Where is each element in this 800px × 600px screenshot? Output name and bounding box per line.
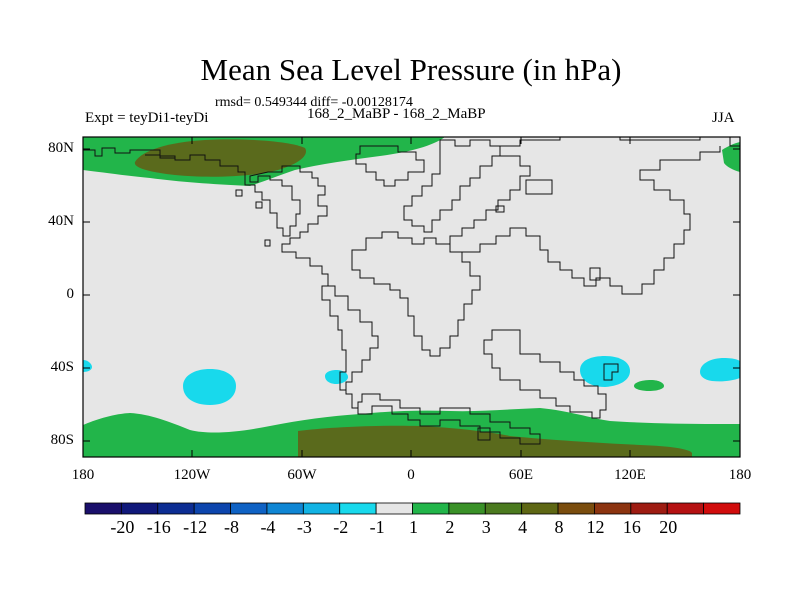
colorbar-label: 20 <box>659 517 678 537</box>
negative-anomaly-pacific <box>183 369 236 405</box>
colorbar-swatch <box>375 502 413 515</box>
anomaly-region-north-strong <box>134 139 307 177</box>
colorbar-label: 4 <box>518 517 528 537</box>
lat-tick-label: 40S <box>50 359 74 375</box>
stats-line: rmsd= 0.549344 diff= -0.00128174 <box>215 95 413 110</box>
positive-anomaly-south-indian <box>634 380 664 391</box>
colorbar-label: 16 <box>622 517 641 537</box>
colorbar-label: 12 <box>586 517 605 537</box>
negative-anomaly-east-pacific <box>700 358 740 382</box>
axis-ticks <box>83 137 740 457</box>
lat-tick-label: 0 <box>66 286 75 302</box>
anomaly-region-south-strong <box>298 425 692 457</box>
lon-tick-label: 120W <box>173 467 211 483</box>
colorbar-swatch <box>120 502 159 515</box>
map-plot-area <box>83 137 740 457</box>
lon-tick-label: 180 <box>71 467 95 483</box>
colorbar-label: -4 <box>260 517 276 537</box>
colorbar-label: 8 <box>554 517 564 537</box>
colorbar-label: -20 <box>110 517 135 537</box>
colorbar-swatch <box>557 502 595 515</box>
colorbar-swatch <box>594 502 632 515</box>
colorbar-label: -2 <box>333 517 349 537</box>
colorbar-swatch <box>266 502 304 515</box>
colorbar-label: -1 <box>369 517 385 537</box>
negative-anomaly-indian <box>580 356 630 387</box>
colorbar-label: -3 <box>296 517 312 537</box>
colorbar-swatch <box>339 502 377 515</box>
lon-tick-label: 0 <box>407 467 415 483</box>
lat-tick-label: 40N <box>48 213 74 229</box>
map-background <box>83 137 740 457</box>
colorbar-label: -16 <box>146 517 171 537</box>
colorbar-label: 2 <box>445 517 455 537</box>
colorbar-swatch <box>666 502 705 515</box>
colorbar-swatch <box>630 502 668 515</box>
season-label: JJA <box>712 110 735 126</box>
plot-title: Mean Sea Level Pressure (in hPa) <box>200 52 622 87</box>
colorbar-swatch <box>230 502 268 515</box>
case-label: 168_2_MaBP - 168_2_MaBP <box>307 106 486 122</box>
lat-tick-label: 80S <box>50 432 74 448</box>
colorbar-label: 1 <box>409 517 418 537</box>
negative-anomaly-south-atlantic <box>325 370 348 384</box>
colorbar-swatch <box>302 502 341 515</box>
experiment-label: Expt = teyDi1-teyDi <box>85 110 209 126</box>
colorbar-swatch <box>484 502 523 515</box>
lat-tick-label: 80N <box>48 140 74 156</box>
colorbar-swatch <box>703 502 741 515</box>
colorbar <box>84 502 741 515</box>
lon-tick-label: 180 <box>728 467 752 483</box>
colorbar-swatch <box>521 502 559 515</box>
negative-anomaly-west-edge <box>83 360 92 372</box>
colorbar-swatch <box>448 502 486 515</box>
colorbar-swatch <box>84 502 122 515</box>
lon-tick-label: 60E <box>508 467 534 483</box>
colorbar-swatch <box>193 502 231 515</box>
coastlines <box>83 137 740 445</box>
colorbar-label: 3 <box>481 517 491 537</box>
lon-tick-label: 120E <box>614 467 646 483</box>
lon-tick-label: 60W <box>287 467 317 483</box>
colorbar-label: -8 <box>224 517 240 537</box>
colorbar-label: -12 <box>183 517 208 537</box>
colorbar-swatch <box>412 502 450 515</box>
colorbar-swatch <box>157 502 195 515</box>
